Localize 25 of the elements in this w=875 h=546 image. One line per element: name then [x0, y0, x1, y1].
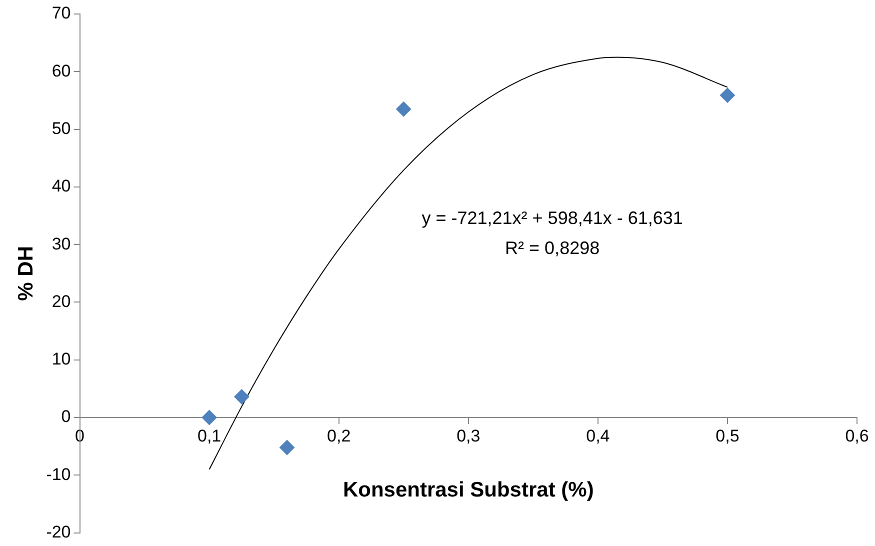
y-tick-label: -10	[46, 464, 71, 484]
y-tick-label: 30	[52, 234, 71, 254]
point	[234, 389, 250, 404]
y-tick-label: 60	[52, 61, 71, 80]
x-tick-label: 0,3	[456, 426, 480, 446]
y-tick-label: 10	[52, 350, 71, 369]
y-axis-title: % DH	[14, 246, 38, 301]
point	[202, 410, 217, 426]
y-tick-label: 70	[52, 4, 71, 23]
point	[720, 88, 735, 103]
x-tick-label: 0,5	[716, 426, 740, 446]
y-tick-label: 50	[52, 118, 71, 138]
x-tick-label: 0,1	[197, 426, 222, 446]
annotation: y = -721,21x² + 598,41x - 61,631	[422, 208, 683, 228]
x-tick-label: 0,2	[327, 426, 351, 446]
point	[396, 102, 412, 117]
x-axis-title: Konsentrasi Substrat (%)	[342, 478, 594, 502]
y-tick-label: -20	[46, 522, 71, 542]
x-tick-label: 0,4	[586, 426, 610, 446]
y-tick-label: 0	[61, 407, 71, 426]
annotation: R² = 0,8298	[505, 238, 600, 258]
point	[280, 440, 295, 455]
y-tick-label: 40	[52, 176, 71, 196]
x-tick-label: 0,6	[845, 426, 869, 446]
y-tick-label: 20	[52, 292, 71, 311]
